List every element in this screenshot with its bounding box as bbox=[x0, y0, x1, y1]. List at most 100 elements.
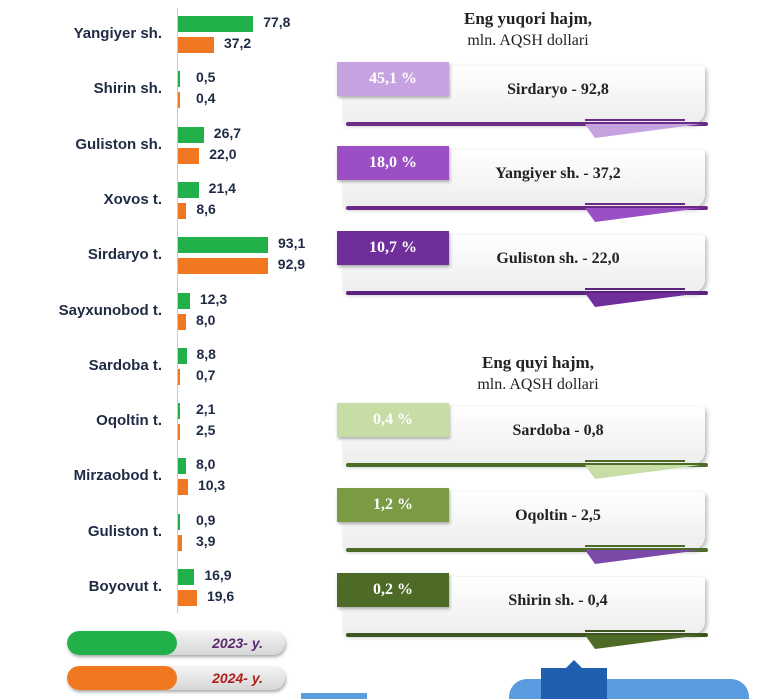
card-text: Sirdaryo - 92,8 bbox=[507, 81, 609, 98]
stat-card: 1,2 % Oqoltin - 2,5 bbox=[337, 488, 710, 564]
percent-tag: 1,2 % bbox=[337, 488, 449, 522]
data-label: 8,0 bbox=[196, 456, 216, 473]
legend-swatch-2024 bbox=[67, 666, 177, 690]
category-label: Guliston sh. bbox=[75, 135, 162, 153]
bar-2023 bbox=[178, 237, 268, 254]
bar-2024 bbox=[178, 37, 214, 53]
category-label: Boyovut t. bbox=[88, 578, 162, 595]
percent-tag: 0,2 % bbox=[337, 573, 449, 607]
category-label: Guliston t. bbox=[87, 522, 162, 540]
percent-tag: 10,7 % bbox=[337, 231, 449, 265]
percent-tag: 0,4 % bbox=[337, 403, 449, 437]
bottom-title-line2: mln. AQSH dollari bbox=[477, 376, 599, 393]
bar-2023 bbox=[178, 292, 190, 309]
legend-item-2024: 2024- y. bbox=[67, 666, 285, 690]
data-label: 10,3 bbox=[197, 477, 226, 494]
top-title-line2: mln. AQSH dollari bbox=[467, 32, 589, 49]
ribbon-tail-icon bbox=[585, 630, 701, 649]
stat-card: 18,0 % Yangiyer sh. - 37,2 bbox=[337, 146, 710, 222]
data-label: 8,8 bbox=[196, 345, 216, 362]
bar-2024 bbox=[178, 590, 197, 606]
percent-tag: 45,1 % bbox=[337, 62, 449, 96]
ribbon-tail-icon bbox=[585, 545, 701, 564]
category-label: Sardoba t. bbox=[88, 356, 162, 374]
bar-2024 bbox=[178, 313, 186, 330]
decorative-blue-block bbox=[541, 668, 607, 699]
stat-card: 0,2 % Shirin sh. - 0,4 bbox=[337, 573, 710, 649]
data-label: 8,6 bbox=[196, 200, 216, 217]
card-text: Shirin sh. - 0,4 bbox=[508, 592, 608, 609]
data-label: 2,5 bbox=[196, 422, 216, 439]
ribbon-tail-icon bbox=[585, 460, 701, 479]
card-text: Guliston sh. - 22,0 bbox=[496, 250, 620, 267]
data-label: 3,9 bbox=[196, 532, 216, 549]
data-label: 92,9 bbox=[277, 256, 306, 273]
category-label: Sirdaryo t. bbox=[87, 246, 162, 264]
card-underline bbox=[346, 548, 708, 552]
legend-label-2023: 2023- y. bbox=[212, 635, 263, 651]
bar-2024 bbox=[178, 479, 188, 496]
stat-card: 0,4 % Sardoba - 0,8 bbox=[337, 403, 710, 479]
card-underline bbox=[346, 206, 708, 210]
bar-2024 bbox=[178, 92, 180, 109]
bar-2023 bbox=[178, 16, 254, 32]
legend-item-2023: 2023- y. bbox=[67, 631, 285, 655]
bar-2024 bbox=[178, 534, 182, 551]
category-label: Shirin sh. bbox=[93, 80, 162, 98]
data-label: 22,0 bbox=[209, 145, 237, 162]
data-label: 77,8 bbox=[263, 14, 291, 30]
data-label: 0,5 bbox=[196, 69, 216, 86]
data-label: 26,7 bbox=[213, 124, 242, 141]
data-label: 8,0 bbox=[196, 311, 216, 328]
card-underline bbox=[346, 291, 708, 295]
data-label: 93,1 bbox=[278, 235, 306, 252]
ribbon-tail-icon bbox=[585, 288, 701, 307]
data-label: 0,7 bbox=[196, 366, 216, 383]
category-label: Mirzaobod t. bbox=[73, 467, 162, 485]
bar-2023 bbox=[178, 71, 180, 88]
decorative-arrow-icon bbox=[566, 660, 582, 668]
data-label: 21,4 bbox=[208, 179, 236, 196]
ribbon-tail-icon bbox=[585, 119, 701, 138]
category-label: Sayxunobod t. bbox=[58, 301, 162, 319]
category-axis-line bbox=[177, 8, 178, 613]
data-label: 0,4 bbox=[196, 90, 216, 107]
category-label: Oqoltin t. bbox=[96, 412, 162, 430]
bar-2023 bbox=[178, 126, 204, 143]
card-underline bbox=[346, 633, 708, 637]
card-underline bbox=[346, 463, 708, 467]
card-text: Yangiyer sh. - 37,2 bbox=[495, 165, 621, 182]
data-label: 16,9 bbox=[204, 567, 232, 583]
stat-card: 10,7 % Guliston sh. - 22,0 bbox=[337, 231, 710, 307]
top-title-line1: Eng yuqori hajm, bbox=[464, 9, 592, 28]
decorative-blue-strip bbox=[301, 693, 367, 699]
card-underline bbox=[346, 122, 708, 126]
bar-2023 bbox=[178, 181, 199, 198]
bar-2023 bbox=[178, 458, 186, 475]
data-label: 37,2 bbox=[223, 35, 252, 51]
legend-swatch-2023 bbox=[67, 631, 177, 655]
bar-2024 bbox=[178, 258, 268, 275]
category-label: Yangiyer sh. bbox=[73, 25, 162, 42]
bar-chart: Yangiyer sh. 77,8 37,2 Shirin sh. 0,5 0,4 Guli… bbox=[0, 0, 330, 625]
bottom-section-title: Eng quyi hajm, mln. AQSH dollari bbox=[388, 352, 688, 396]
data-label: 0,9 bbox=[196, 511, 216, 528]
card-text: Oqoltin - 2,5 bbox=[515, 507, 601, 524]
bar-2023 bbox=[178, 403, 181, 420]
category-label: Xovos t. bbox=[103, 190, 162, 208]
data-label: 12,3 bbox=[199, 290, 228, 307]
bar-2023 bbox=[178, 513, 180, 530]
bar-2023 bbox=[178, 569, 195, 585]
data-label: 2,1 bbox=[196, 401, 216, 418]
stat-card: 45,1 % Sirdaryo - 92,8 bbox=[337, 62, 710, 138]
bar-2024 bbox=[178, 147, 200, 164]
card-text: Sardoba - 0,8 bbox=[512, 422, 604, 439]
legend-label-2024: 2024- y. bbox=[212, 670, 263, 686]
bottom-title-line1: Eng quyi hajm, bbox=[482, 353, 594, 372]
top-section-title: Eng yuqori hajm, mln. AQSH dollari bbox=[378, 8, 678, 52]
data-label: 19,6 bbox=[206, 588, 235, 604]
bar-2024 bbox=[178, 368, 180, 385]
ribbon-tail-icon bbox=[585, 203, 701, 222]
bar-2024 bbox=[178, 202, 187, 219]
bar-2023 bbox=[178, 347, 187, 364]
